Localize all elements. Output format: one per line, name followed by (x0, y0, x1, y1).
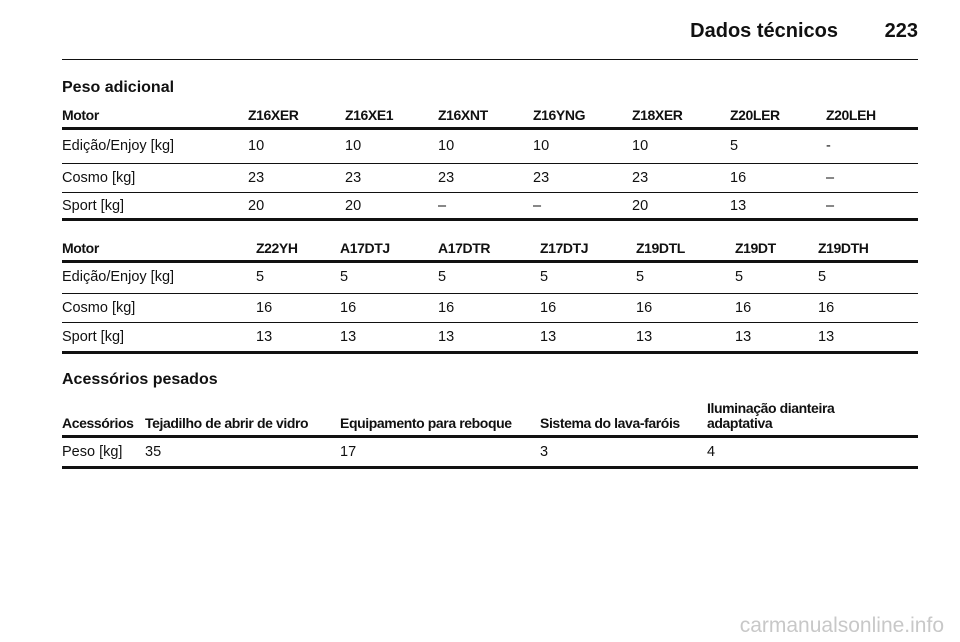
table-rule (62, 435, 918, 438)
header-title: Dados técnicos (690, 20, 838, 42)
column-header: Z16YNG (533, 107, 586, 123)
row-rule (62, 192, 918, 193)
cell: 20 (248, 197, 265, 214)
cell: 5 (730, 137, 739, 154)
cell: 10 (438, 137, 455, 154)
cell: 23 (438, 169, 455, 186)
cell: - (826, 137, 831, 154)
column-header: A17DTR (438, 240, 491, 256)
cell: 4 (707, 443, 716, 460)
column-header: Z17DTJ (540, 240, 589, 256)
cell: 23 (632, 169, 649, 186)
column-header: Z20LEH (826, 107, 876, 123)
column-header: Z19DTL (636, 240, 685, 256)
cell: 23 (345, 169, 362, 186)
cell: 13 (438, 329, 455, 345)
row-rule (62, 163, 918, 164)
cell: 16 (735, 299, 752, 316)
cell: 10 (632, 137, 649, 154)
row-rule (62, 218, 918, 221)
row-rule (62, 322, 918, 323)
cell: 13 (818, 329, 835, 345)
column-header: Tejadilho de abrir de vidro (145, 415, 309, 431)
column-header: Equipamento para reboque (340, 415, 512, 431)
row-rule (62, 293, 918, 294)
cell: 13 (735, 329, 752, 345)
column-header: Z18XER (632, 107, 683, 123)
cell: 10 (248, 137, 265, 154)
column-header: Z20LER (730, 107, 780, 123)
column-header: Z16XER (248, 107, 299, 123)
cell: 10 (345, 137, 362, 154)
cell: 13 (340, 329, 357, 345)
cell: 35 (145, 443, 162, 460)
cell: 16 (636, 299, 653, 316)
cell: 17 (340, 443, 357, 460)
cell: 16 (256, 299, 273, 316)
row-rule (62, 351, 918, 354)
cell: Sport [kg] (62, 197, 125, 214)
cell: 10 (533, 137, 550, 154)
cell: 5 (636, 269, 645, 285)
page-number: 223 (884, 20, 918, 42)
column-header: Z16XNT (438, 107, 488, 123)
cell: 5 (735, 269, 744, 285)
cell: Cosmo [kg] (62, 169, 136, 186)
column-header: A17DTJ (340, 240, 390, 256)
section-title: Peso adicional (62, 79, 175, 96)
cell: Sport [kg] (62, 329, 125, 345)
cell: 5 (438, 269, 447, 285)
cell: 5 (818, 269, 827, 285)
cell: 16 (730, 169, 747, 186)
column-header: Z19DT (735, 240, 776, 256)
table-rule (62, 127, 918, 130)
cell: – (826, 197, 835, 214)
cell: 3 (540, 443, 549, 460)
cell: – (826, 169, 835, 186)
column-header: Z19DTH (818, 240, 869, 256)
cell: 16 (818, 299, 835, 316)
cell: 5 (256, 269, 265, 285)
cell: – (438, 197, 447, 214)
cell: 16 (438, 299, 455, 316)
cell: – (533, 197, 542, 214)
cell: 13 (636, 329, 653, 345)
column-header: Motor (62, 107, 99, 123)
table-rule (62, 260, 918, 263)
section-title: Acessórios pesados (62, 371, 218, 388)
cell: Edição/Enjoy [kg] (62, 137, 175, 154)
cell: 16 (540, 299, 557, 316)
cell: 5 (340, 269, 349, 285)
column-header: Motor (62, 240, 99, 256)
cell: Cosmo [kg] (62, 299, 136, 316)
cell: 23 (533, 169, 550, 186)
row-rule (62, 466, 918, 469)
column-header: Z16XE1 (345, 107, 394, 123)
column-header: Z22YH (256, 240, 298, 256)
column-header: Iluminação dianteira adaptativa (707, 400, 835, 431)
cell: 20 (632, 197, 649, 214)
cell: 20 (345, 197, 362, 214)
column-header: Acessórios (62, 415, 134, 431)
cell: 13 (730, 197, 747, 214)
watermark: carmanualsonline.info (739, 614, 944, 637)
column-header: Sistema do lava-faróis (540, 415, 680, 431)
cell: 13 (540, 329, 557, 345)
cell: 5 (540, 269, 549, 285)
cell: 16 (340, 299, 357, 316)
cell: Peso [kg] (62, 443, 123, 460)
cell: 23 (248, 169, 265, 186)
header-rule (62, 59, 918, 60)
cell: Edição/Enjoy [kg] (62, 269, 175, 285)
cell: 13 (256, 329, 273, 345)
